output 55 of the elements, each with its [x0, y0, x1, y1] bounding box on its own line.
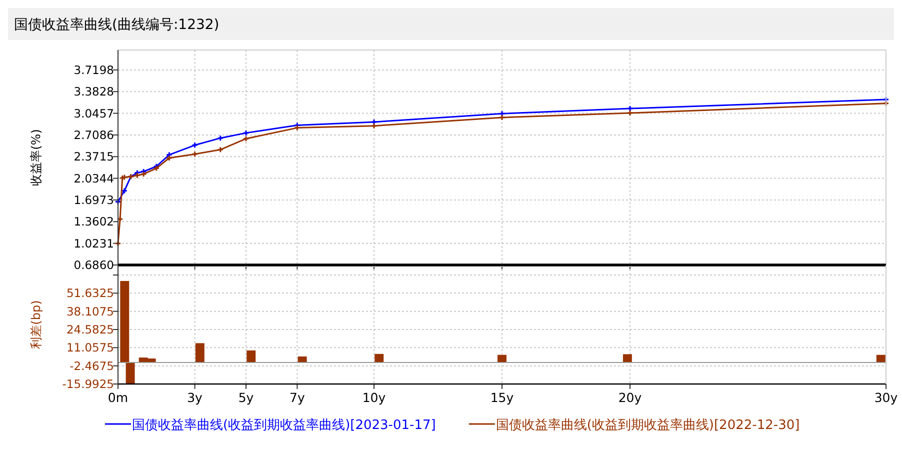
y-tick-label: 51.6325: [66, 286, 114, 300]
y-tick-label: 3.3828: [74, 84, 114, 99]
y-tick-label: 1.3602: [74, 214, 114, 229]
point: [140, 170, 147, 178]
bar: [298, 356, 307, 363]
y-tick-label: 24.5825: [66, 322, 114, 336]
x-tick-label: 5y: [238, 390, 254, 405]
chart-title: 国债收益率曲线(曲线编号:1232): [14, 17, 220, 33]
bar: [622, 354, 632, 363]
point: [498, 110, 506, 117]
bar: [195, 343, 204, 363]
y-tick-label: 11.0575: [66, 340, 114, 355]
point: [370, 118, 378, 126]
x-tick-label: 15y: [490, 390, 514, 405]
x-tick-label: 3y: [187, 390, 204, 405]
x-tick-label: 30y: [874, 390, 898, 405]
x-tick-label: 20y: [618, 390, 642, 405]
y-tick-label: 2.3715: [74, 150, 114, 164]
point: [242, 135, 250, 142]
point: [121, 188, 128, 194]
y-axis-title: 收益率(%): [29, 129, 43, 186]
point: [192, 150, 198, 158]
y-tick-label: 0.6860: [74, 258, 114, 272]
legend-label: 国债收益率曲线(收益到期收益率曲线)[2022-12-30]: [496, 417, 800, 433]
y-tick-label: -2.4675: [70, 358, 114, 373]
point: [294, 124, 300, 132]
point: [626, 110, 634, 116]
point: [242, 130, 250, 136]
point: [166, 152, 172, 158]
point: [217, 146, 224, 153]
y-tick-label: 38.1075: [66, 304, 114, 318]
point: [134, 172, 140, 179]
point: [626, 105, 634, 112]
x-tick-label: 10y: [362, 390, 386, 405]
y-tick-label: 2.7086: [74, 128, 114, 142]
y-tick-label: 3.7198: [74, 62, 114, 77]
x-tick-label: 0m: [108, 390, 128, 405]
bar: [876, 354, 886, 363]
point: [217, 134, 224, 142]
y-axis-title: 利差(bp): [29, 300, 43, 349]
y-tick-label: -15.9925: [62, 377, 114, 391]
bar: [498, 354, 506, 363]
legend-label: 国债收益率曲线(收益到期收益率曲线)[2023-01-17]: [132, 417, 436, 433]
y-tick-label: 3.0457: [74, 106, 114, 120]
point: [121, 174, 128, 181]
point: [166, 154, 172, 162]
x-tick-label: 7y: [290, 390, 306, 405]
point: [370, 122, 378, 130]
y-tick-label: 1.0231: [74, 236, 114, 250]
point: [192, 142, 198, 148]
bar: [374, 354, 384, 363]
bar: [246, 350, 256, 363]
y-tick-label: 2.0344: [74, 171, 114, 186]
point: [498, 114, 506, 121]
y-tick-label: 1.6973: [74, 192, 114, 207]
